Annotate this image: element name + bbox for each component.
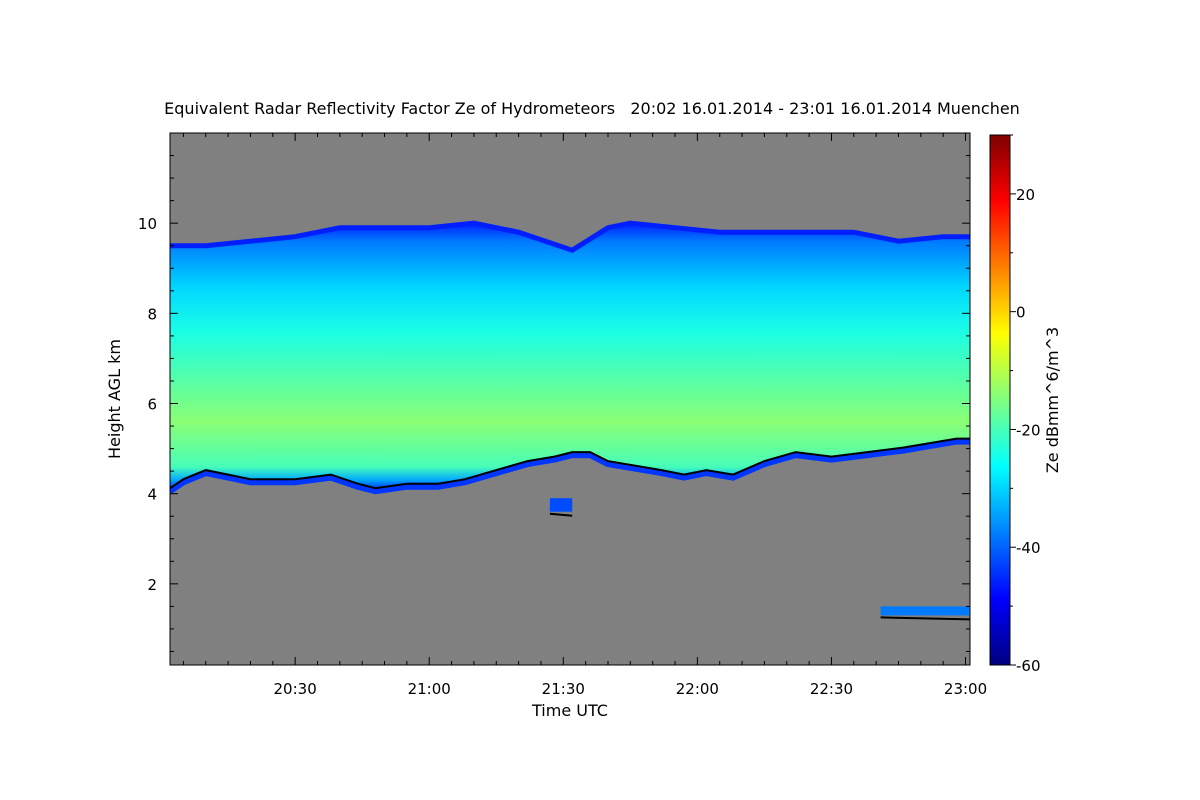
plot-frame <box>169 132 971 666</box>
x-tick-label: 20:30 <box>274 680 317 698</box>
colorbar-tick-label: 0 <box>1016 304 1026 322</box>
chart-title: Equivalent Radar Reflectivity Factor Ze … <box>164 99 1020 118</box>
x-tick-label: 22:30 <box>810 680 853 698</box>
colorbar-axis: 20 0 -20 -40 -60 <box>1010 134 1041 675</box>
y-tick-label: 10 <box>138 215 157 233</box>
y-axis-title: Height AGL km <box>105 339 124 459</box>
x-axis-title: Time UTC <box>531 701 608 720</box>
echo-patch-2 <box>880 606 970 616</box>
colorbar-tick-label: 20 <box>1016 186 1035 204</box>
echo-patch-1 <box>549 498 573 512</box>
colorbar-tick-label: -20 <box>1016 421 1041 439</box>
colorbar-title: Ze dBmm^6/m^3 <box>1043 327 1062 473</box>
x-axis: 20:30 21:00 21:30 22:00 22:30 23:00 <box>182 133 987 698</box>
cloud-band <box>170 223 970 490</box>
colorbar-tick-label: -40 <box>1016 539 1041 557</box>
y-tick-label: 6 <box>147 396 157 414</box>
y-tick-label: 2 <box>147 576 157 594</box>
colorbar <box>989 134 1011 666</box>
isolated-echoes <box>549 498 970 621</box>
y-axis: 2 4 6 8 10 <box>138 155 970 652</box>
cloud-top-edge <box>170 220 970 253</box>
x-tick-label: 21:30 <box>542 680 585 698</box>
y-tick-label: 4 <box>147 486 157 504</box>
echo-base-line-1 <box>549 512 573 517</box>
x-tick-label: 22:00 <box>676 680 719 698</box>
x-tick-label: 23:00 <box>944 680 987 698</box>
cloud-base-edge <box>170 438 970 495</box>
echo-base-line-2 <box>880 616 970 621</box>
cloud-base-line <box>170 437 970 490</box>
colorbar-tick-label: -60 <box>1016 657 1041 675</box>
y-tick-label: 8 <box>147 305 157 323</box>
x-tick-label: 21:00 <box>408 680 451 698</box>
cloud-layer <box>170 220 970 495</box>
